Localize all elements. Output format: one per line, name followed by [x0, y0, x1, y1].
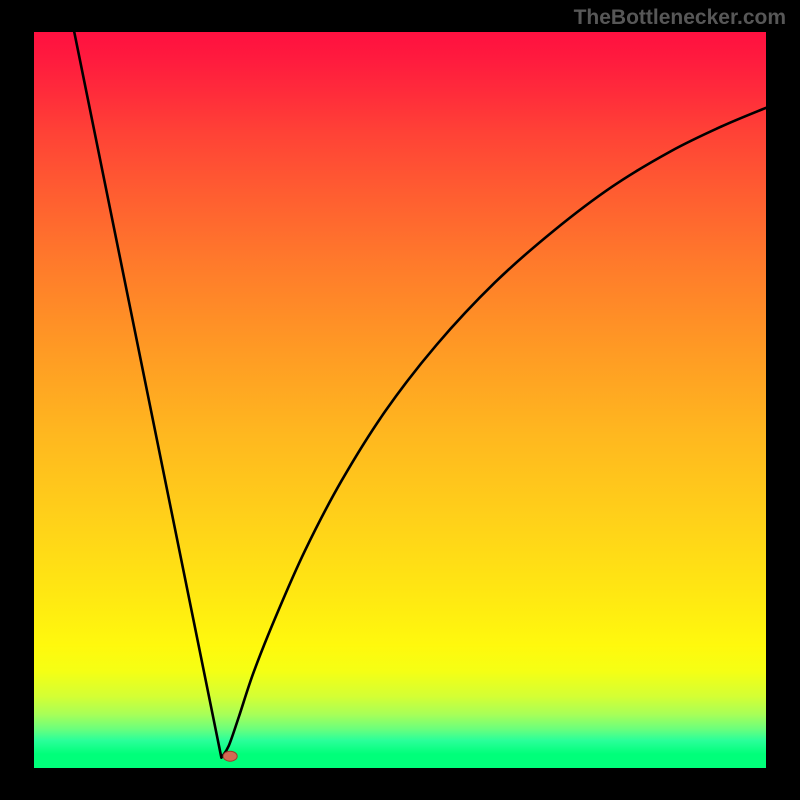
plot-green-strip — [34, 754, 766, 768]
plot-background-gradient — [34, 32, 766, 754]
watermark-text: TheBottlenecker.com — [574, 6, 786, 30]
chart-container: TheBottlenecker.com — [0, 0, 800, 800]
chart-plot — [0, 0, 800, 800]
optimum-marker — [223, 751, 237, 761]
